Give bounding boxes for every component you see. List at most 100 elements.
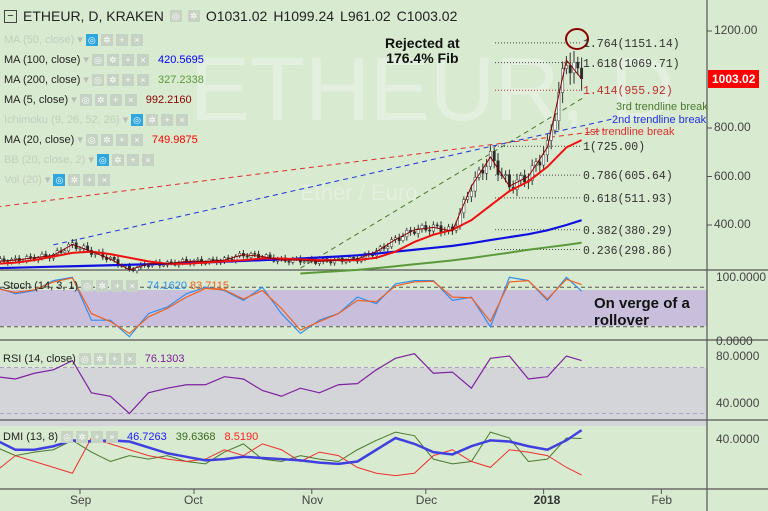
close-value: C1003.02 [396, 8, 458, 24]
close-icon[interactable]: × [136, 53, 149, 66]
gear-icon[interactable]: ✲ [100, 33, 113, 46]
chevron-down-icon[interactable]: ▾ [44, 174, 51, 186]
trendline-2 [53, 117, 616, 246]
gear-icon[interactable]: ✲ [146, 113, 159, 126]
candle-body [504, 174, 508, 176]
close-icon[interactable]: × [176, 113, 189, 126]
stoch-d-line [0, 277, 582, 335]
eye-icon[interactable]: ◎ [85, 133, 98, 146]
price-axis-tick: 400.00 [714, 217, 751, 231]
candle-body [580, 67, 584, 80]
candle-body [40, 253, 44, 258]
fib-level-label: 0.618(511.93) [583, 192, 673, 206]
plus-icon[interactable]: + [121, 73, 134, 86]
eye-icon[interactable]: ◎ [78, 353, 91, 365]
eye-icon[interactable]: ◎ [131, 113, 144, 126]
stoch-d-value: 83.7115 [189, 280, 229, 292]
gear-icon[interactable]: ✲ [187, 10, 200, 22]
rsi-value: 76.1303 [144, 353, 185, 365]
eye-icon[interactable]: ◎ [81, 280, 94, 292]
eye-icon[interactable]: ◎ [91, 73, 104, 86]
candle-body [386, 246, 390, 249]
price-axis-tick: 1200.00 [714, 23, 758, 37]
candle-body [2, 258, 6, 262]
close-icon[interactable]: × [141, 153, 154, 166]
stoch-axis-tick: 0.0000 [716, 334, 753, 348]
candle-body [245, 255, 249, 258]
eye-icon[interactable]: ◎ [79, 93, 92, 106]
indicator-label[interactable]: MA (20, close) [4, 133, 75, 146]
indicator-label[interactable]: MA (50, close) [4, 33, 75, 46]
close-icon[interactable]: × [124, 93, 137, 106]
dmi-label[interactable]: DMI (13, 8) [3, 431, 59, 443]
candle-body [420, 225, 424, 229]
plus-icon[interactable]: + [115, 133, 128, 146]
gear-icon[interactable]: ✲ [106, 53, 119, 66]
indicator-label[interactable]: MA (200, close) [4, 73, 81, 86]
chevron-down-icon[interactable]: ▾ [77, 34, 83, 46]
fib-level-label: 0.236(298.86) [583, 244, 673, 258]
chevron-down-icon[interactable]: ▾ [88, 154, 94, 166]
chevron-down-icon[interactable]: ▾ [83, 54, 89, 66]
indicator-legend-row: MA (100, close) ▾ ◎ ✲ + × 420.5695 [4, 53, 204, 66]
gear-icon[interactable]: ✲ [96, 280, 109, 292]
plus-icon[interactable]: + [83, 173, 96, 186]
chevron-down-icon[interactable]: ▾ [122, 114, 129, 126]
eye-icon[interactable]: ◎ [169, 10, 182, 22]
candle-body [336, 257, 340, 260]
indicator-label[interactable]: Vol (20) [4, 173, 42, 186]
indicator-label[interactable]: Ichimoku (9, 26, 52, 26) [4, 113, 120, 126]
plus-icon[interactable]: + [91, 431, 104, 443]
candle-body [196, 259, 200, 261]
close-icon[interactable]: × [123, 353, 136, 365]
fib-level-label: 0.382(380.29) [583, 224, 673, 238]
gear-icon[interactable]: ✲ [94, 93, 107, 106]
eye-icon[interactable]: ◎ [61, 431, 74, 443]
close-icon[interactable]: × [136, 73, 149, 86]
open-value: O1031.02 [205, 8, 268, 24]
watermark-sub: Ether / Euro [300, 180, 417, 205]
plus-icon[interactable]: + [109, 93, 122, 106]
plus-icon[interactable]: + [121, 53, 134, 66]
gear-icon[interactable]: ✲ [93, 353, 106, 365]
fib-level-label: 1(725.00) [583, 141, 646, 155]
candle-body [435, 224, 439, 227]
chevron-down-icon[interactable]: ▾ [83, 74, 89, 86]
close-icon[interactable]: × [130, 133, 143, 146]
candle-body [344, 260, 348, 263]
chevron-down-icon[interactable]: ▾ [77, 134, 83, 146]
close-icon[interactable]: × [106, 431, 119, 443]
annotation-line: On verge of a [594, 295, 690, 312]
candle-body [29, 256, 33, 258]
eye-icon[interactable]: ◎ [85, 33, 98, 46]
gear-icon[interactable]: ✲ [68, 173, 81, 186]
indicator-label[interactable]: MA (5, close) [4, 93, 69, 106]
plus-icon[interactable]: + [115, 33, 128, 46]
rsi-label[interactable]: RSI (14, close) [3, 353, 76, 365]
plus-icon[interactable]: + [126, 153, 139, 166]
close-icon[interactable]: × [130, 33, 143, 46]
gear-icon[interactable]: ✲ [111, 153, 124, 166]
annotation-line: 176.4% Fib [386, 50, 459, 66]
plus-icon[interactable]: + [108, 353, 121, 365]
gear-icon[interactable]: ✲ [100, 133, 113, 146]
symbol-title[interactable]: ETHEUR, D, KRAKEN [23, 8, 164, 24]
indicator-label[interactable]: MA (100, close) [4, 53, 81, 66]
gear-icon[interactable]: ✲ [106, 73, 119, 86]
plus-icon[interactable]: + [111, 280, 124, 292]
plus-icon[interactable]: + [161, 113, 174, 126]
eye-icon[interactable]: ◎ [91, 53, 104, 66]
close-icon[interactable]: × [98, 173, 111, 186]
eye-icon[interactable]: ◎ [53, 173, 66, 186]
close-icon[interactable]: × [126, 280, 139, 292]
stoch-k-value: 74.1620 [147, 280, 187, 292]
time-axis-label: Feb [651, 493, 673, 507]
eye-icon[interactable]: ◎ [96, 153, 109, 166]
collapse-icon[interactable]: − [4, 9, 17, 23]
chevron-down-icon[interactable]: ▾ [71, 94, 77, 106]
indicator-label[interactable]: BB (20, close, 2) [4, 153, 86, 166]
trendline-label: 2nd trendline break [612, 114, 707, 126]
stoch-label[interactable]: Stoch (14, 3, 1) [3, 280, 79, 292]
gear-icon[interactable]: ✲ [76, 431, 89, 443]
